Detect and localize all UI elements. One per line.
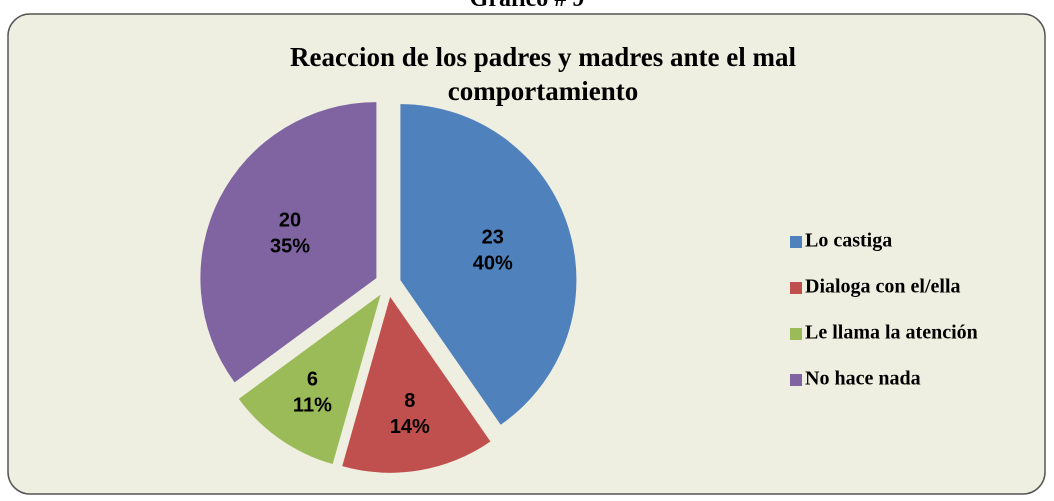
header: Gráfico # 9 xyxy=(0,0,1054,13)
legend-swatch xyxy=(790,374,802,386)
data-label: 20 xyxy=(279,210,301,232)
percent-label: 11% xyxy=(293,394,332,416)
legend-swatch xyxy=(790,282,802,294)
data-label: 6 xyxy=(307,368,318,390)
percent-label: 35% xyxy=(270,236,310,258)
legend-label: No hace nada xyxy=(805,368,921,390)
pie-slice xyxy=(400,104,577,425)
percent-label: 14% xyxy=(390,416,430,438)
legend-label: Lo castiga xyxy=(805,230,892,252)
pie-slice xyxy=(238,294,381,465)
data-label: 23 xyxy=(482,227,504,249)
chart-title: Reaccion de los padres y madres ante el … xyxy=(290,42,796,106)
pie-slice xyxy=(200,102,377,383)
legend-swatch xyxy=(790,328,802,340)
percent-label: 40% xyxy=(473,253,513,275)
legend-swatch xyxy=(790,236,802,248)
legend-label: Le llama la atención xyxy=(805,322,978,344)
legend-label: Dialoga con el/ella xyxy=(805,276,961,298)
data-label: 8 xyxy=(404,390,415,412)
pie-slice xyxy=(342,296,491,473)
